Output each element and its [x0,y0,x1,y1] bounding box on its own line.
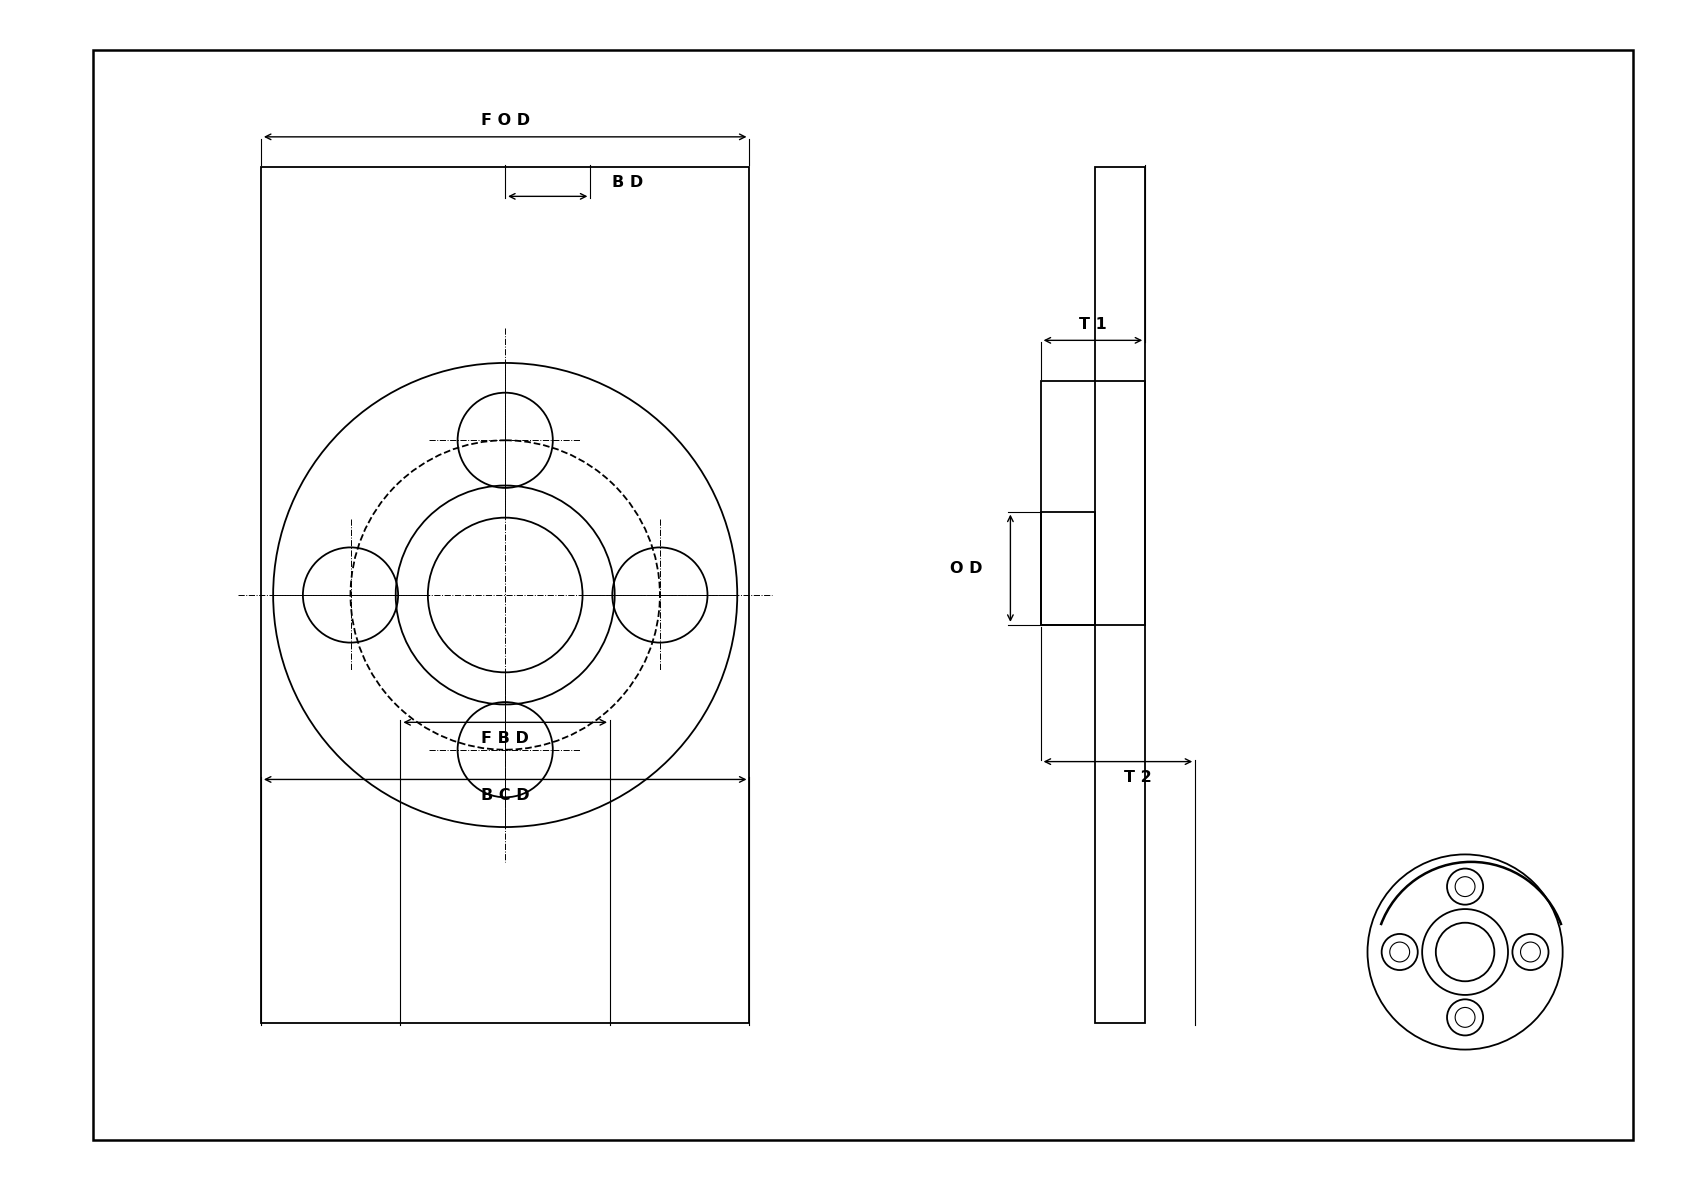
Bar [1095,167,1145,1023]
Text: B C D: B C D [482,788,529,803]
Text: F O D: F O D [480,113,530,129]
Bar [261,167,749,1023]
Bar [1041,512,1095,625]
Text: F B D: F B D [482,731,529,746]
Text: O D: O D [950,560,982,576]
Text: B D: B D [613,175,643,190]
Text: T 2: T 2 [1123,770,1152,785]
Bar [1041,381,1145,625]
Text: T 1: T 1 [1079,317,1106,332]
